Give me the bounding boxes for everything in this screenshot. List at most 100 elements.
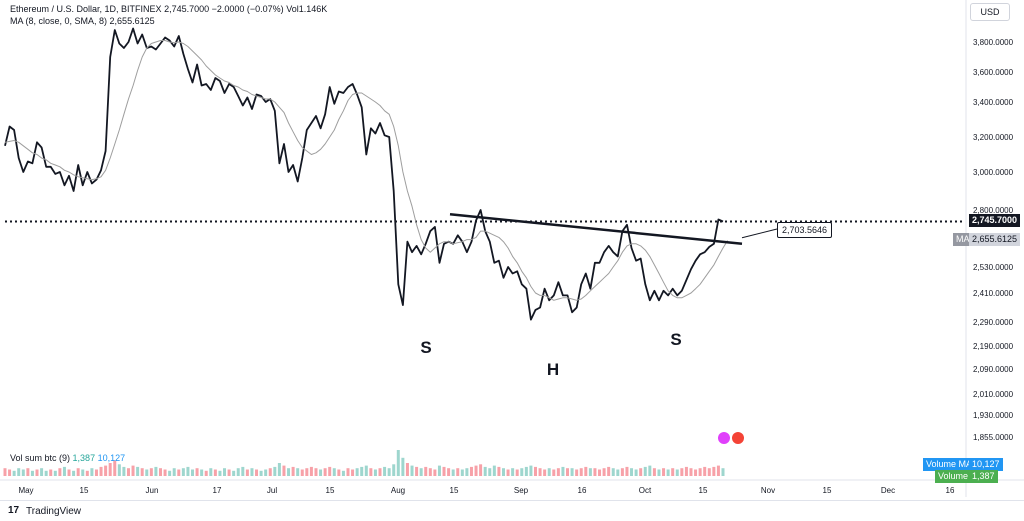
volume-bar xyxy=(72,470,76,476)
volume-bar xyxy=(712,466,716,476)
volume-bar xyxy=(351,469,355,476)
volume-bar xyxy=(588,468,592,476)
volume-value-1: 1,387 xyxy=(72,453,96,463)
volume-bar xyxy=(643,466,647,476)
ma-value-text: 2,655.6125 xyxy=(109,16,155,26)
volume-bar xyxy=(300,469,304,476)
volume-ma-badge-label: Volume MA xyxy=(923,458,972,471)
volume-bar xyxy=(566,468,570,476)
volume-bar xyxy=(268,468,272,476)
volume-bar xyxy=(465,468,469,476)
y-tick-label: 3,600.0000 xyxy=(973,68,1014,77)
neckline-label[interactable]: 2,703.5646 xyxy=(777,222,833,238)
volume-bar xyxy=(543,469,547,476)
volume-bar xyxy=(648,465,652,476)
volume-bar xyxy=(332,468,336,476)
volume-bar xyxy=(154,466,158,476)
volume-bar xyxy=(113,460,117,476)
volume-bar xyxy=(538,468,542,476)
symbol-title: Ethereum / U.S. Dollar, 1D, BITFINEX xyxy=(10,4,162,14)
volume-bar xyxy=(168,470,172,476)
neckline-trendline xyxy=(449,212,743,246)
volume-bar xyxy=(716,465,720,476)
volume-bar xyxy=(460,469,464,476)
y-tick-label: 2,090.0000 xyxy=(973,365,1014,374)
volume-bar xyxy=(30,470,34,476)
volume-bar xyxy=(314,468,318,476)
volume-bar xyxy=(456,468,460,476)
x-tick-label: 17 xyxy=(213,486,222,495)
volume-bar xyxy=(616,469,620,476)
y-tick-label: 2,010.0000 xyxy=(973,390,1014,399)
volume-bar xyxy=(447,468,451,476)
us-flag-icon[interactable] xyxy=(732,432,744,444)
volume-bar xyxy=(62,466,66,476)
y-tick-label: 3,800.0000 xyxy=(973,38,1014,47)
volume-bar xyxy=(575,469,579,476)
volume-bar xyxy=(401,457,405,476)
volume-bar xyxy=(593,468,597,476)
volume-bar xyxy=(387,468,391,476)
volume-bar xyxy=(227,469,231,476)
volume-bar xyxy=(122,466,126,476)
volume-bar xyxy=(662,468,666,476)
x-tick-label: 15 xyxy=(823,486,832,495)
dividend-icon[interactable] xyxy=(718,432,730,444)
volume-bar xyxy=(291,466,295,476)
volume-bar xyxy=(533,466,537,476)
volume-bar xyxy=(90,468,94,476)
volume-bar xyxy=(172,468,176,476)
volume-bar xyxy=(131,465,135,476)
volume-bar xyxy=(625,466,629,476)
y-tick-label: 1,855.0000 xyxy=(973,433,1014,442)
volume-bar xyxy=(483,466,487,476)
volume-bar xyxy=(547,468,551,476)
volume-bar xyxy=(657,469,661,476)
volume-bar xyxy=(218,470,222,476)
volume-value-2: 10,127 xyxy=(97,453,126,463)
volume-badge-value: 1,387 xyxy=(969,470,998,483)
price-change-text: −2.0000 (−0.07%) xyxy=(211,4,284,14)
right-shoulder-label: S xyxy=(670,330,681,349)
volume-bar xyxy=(126,468,130,476)
volume-bar xyxy=(296,468,300,476)
head-label: H xyxy=(547,360,559,379)
volume-bar xyxy=(323,468,327,476)
event-icons[interactable] xyxy=(718,431,746,449)
volume-bar xyxy=(405,463,409,476)
volume-bar xyxy=(81,469,85,476)
volume-bar xyxy=(666,469,670,476)
volume-bar xyxy=(570,468,574,476)
volume-bar xyxy=(584,466,588,476)
x-tick-label: 15 xyxy=(80,486,89,495)
volume-bar xyxy=(479,464,483,476)
volume-bar xyxy=(373,469,377,476)
volume-ma-badge-value: 10,127 xyxy=(969,458,1003,471)
volume-bar xyxy=(287,468,291,476)
volume-bar xyxy=(501,468,505,476)
volume-bar xyxy=(611,468,615,476)
volume-bar xyxy=(428,468,432,476)
volume-bar xyxy=(136,466,140,476)
volume-bar xyxy=(451,469,455,476)
volume-bar xyxy=(506,469,510,476)
volume-bar xyxy=(424,466,428,476)
ma-settings-text: MA (8, close, 0, SMA, 8) xyxy=(10,16,108,26)
last-price-tag: 2,745.7000 xyxy=(969,214,1021,227)
volume-bar xyxy=(579,468,583,476)
volume-bar xyxy=(140,468,144,476)
currency-button[interactable]: USD xyxy=(970,3,1010,21)
x-tick-label: 15 xyxy=(450,486,459,495)
volume-bar xyxy=(442,466,446,476)
footer-bar: 17 TradingView xyxy=(0,500,1024,521)
volume-bar xyxy=(378,468,382,476)
volume-bar xyxy=(44,470,48,476)
volume-bar xyxy=(67,469,71,476)
x-tick-label: Oct xyxy=(639,486,652,495)
volume-bar xyxy=(689,468,693,476)
volume-bar xyxy=(259,470,263,476)
volume-bar xyxy=(721,468,725,476)
y-tick-label: 2,530.0000 xyxy=(973,263,1014,272)
volume-bar xyxy=(195,468,199,476)
price-chart[interactable]: 3,800.0000 3,600.0000 3,400.0000 3,200.0000… xyxy=(0,0,1024,500)
